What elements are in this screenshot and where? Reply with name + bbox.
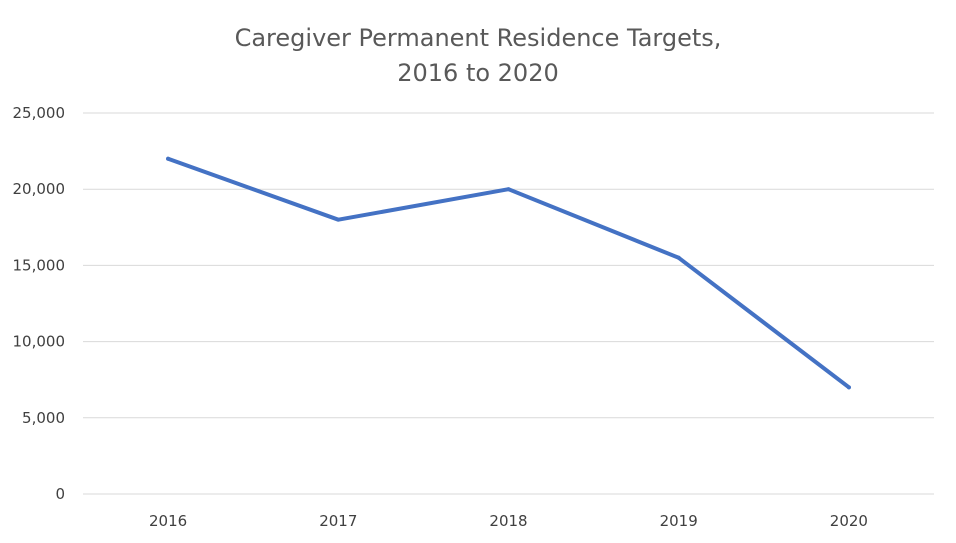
x-tick-label: 2016	[149, 512, 187, 530]
chart-title-line-1: Caregiver Permanent Residence Targets,	[235, 24, 722, 52]
y-tick-label: 15,000	[13, 256, 66, 274]
y-tick-label: 10,000	[13, 333, 66, 351]
x-tick-label: 2020	[830, 512, 868, 530]
x-tick-label: 2019	[660, 512, 698, 530]
y-tick-label: 20,000	[13, 180, 66, 198]
x-tick-label: 2017	[319, 512, 357, 530]
data-point-2017	[336, 217, 341, 222]
y-tick-label: 25,000	[13, 104, 66, 122]
y-tick-label: 0	[55, 485, 65, 503]
x-tick-label: 2018	[489, 512, 527, 530]
data-point-2016	[166, 156, 171, 161]
y-tick-label: 5,000	[22, 409, 65, 427]
data-point-2019	[676, 255, 681, 260]
chart-title: Caregiver Permanent Residence Targets, 2…	[235, 24, 722, 87]
y-axis-tick-labels: 0 5,000 10,000 15,000 20,000 25,000	[13, 104, 66, 503]
chart-title-line-2: 2016 to 2020	[397, 59, 559, 87]
gridlines	[83, 112, 934, 495]
series-lines	[166, 156, 851, 390]
data-point-2020	[846, 385, 851, 390]
series-line	[166, 156, 851, 390]
x-axis-tick-labels: 2016 2017 2018 2019 2020	[149, 512, 868, 530]
data-point-2018	[506, 187, 511, 192]
